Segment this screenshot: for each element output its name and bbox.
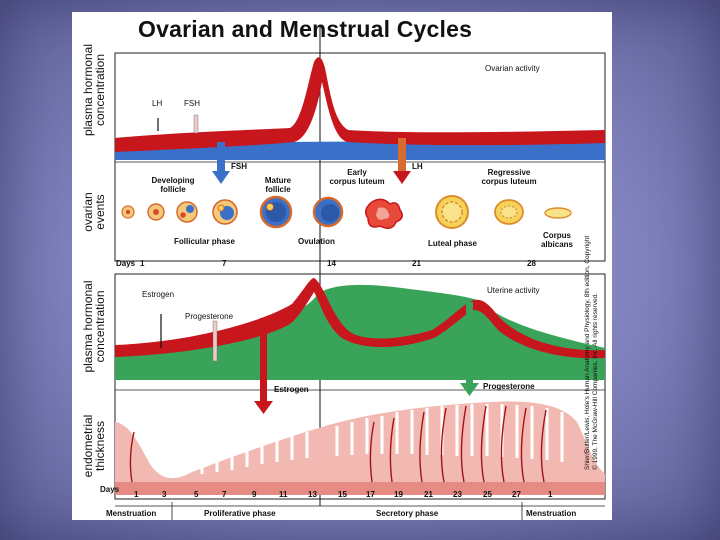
cycle-figure: Ovarian and Menstrual Cycles plasma horm… <box>72 12 612 520</box>
lh-label: LH <box>152 99 163 108</box>
progesterone-marker <box>212 320 218 362</box>
days-top-tick: 21 <box>412 259 421 268</box>
lh-arrow-shaft <box>398 138 406 172</box>
follicle-stage-3 <box>176 201 198 223</box>
days-top-tick: 1 <box>140 259 145 268</box>
day-tick: 23 <box>453 490 462 499</box>
estrogen-curve <box>115 278 605 359</box>
side-label-plasma-1: plasma hormonal concentration <box>81 20 107 160</box>
corpus-albicans-label: Corpus albicans <box>530 231 584 249</box>
day-tick: 27 <box>512 490 521 499</box>
uterine-activity-label: Uterine activity <box>487 286 540 295</box>
mature-follicle <box>259 195 293 229</box>
ovarian-activity-label: Ovarian activity <box>485 64 540 73</box>
uterine-green-band <box>115 350 605 380</box>
mature-follicle-line2: follicle <box>265 185 291 194</box>
developing-follicle-label: Developing follicle <box>138 176 208 194</box>
lh-arrow-label: LH <box>412 162 423 171</box>
endometrial-vessels <box>129 405 547 483</box>
copyright-line1: Shier/Butler/Lewis, Hole's Human Anatomy… <box>584 235 591 470</box>
day-tick: 21 <box>424 490 433 499</box>
progesterone-label: Progesterone <box>185 312 234 321</box>
corpus-luteum <box>435 195 469 229</box>
side-label-ovarian-line2: events <box>93 194 107 230</box>
lower-frame <box>114 273 606 500</box>
follicular-phase-label: Follicular phase <box>174 237 235 246</box>
day-tick: 15 <box>338 490 347 499</box>
follicle-stage-1 <box>121 205 135 219</box>
side-label-ovarian-events: ovarian events <box>81 172 107 252</box>
regressive-corpus-luteum <box>494 199 524 225</box>
figure-graphics <box>114 26 606 520</box>
days-top-tick: 28 <box>527 259 536 268</box>
secretory-phase-label: Secretory phase <box>376 509 439 518</box>
regressive-corpus-luteum-label: Regressive corpus luteum <box>464 168 554 186</box>
days-top-tick: 14 <box>327 259 336 268</box>
side-label-plasma-2: plasma hormonal concentration <box>81 269 107 384</box>
mature-follicle-label: Mature follicle <box>250 176 306 194</box>
lh-arrow-head <box>393 171 411 184</box>
progesterone-arrow-label: Progesterone <box>483 382 535 391</box>
estrogen-arrow-shaft <box>260 318 267 402</box>
regressive-corpus-luteum-line2: corpus luteum <box>481 177 537 186</box>
fsh-label: FSH <box>184 99 200 108</box>
fsh-marker <box>193 114 199 134</box>
days-top-tick: 7 <box>222 259 227 268</box>
side-label-endometrial-line2: thickness <box>93 420 107 472</box>
fsh-arrow-shaft <box>217 142 225 172</box>
figure-title: Ovarian and Menstrual Cycles <box>138 16 473 42</box>
day-tick: 3 <box>162 490 167 499</box>
regressive-corpus-luteum-line1: Regressive <box>487 168 531 177</box>
day-tick: 11 <box>279 490 288 499</box>
day-tick: 17 <box>366 490 375 499</box>
follicle-stage-2 <box>147 203 165 221</box>
day-tick: 19 <box>394 490 403 499</box>
corpus-albicans-line2: albicans <box>540 240 573 249</box>
ovarian-red-curve <box>115 57 605 153</box>
day-tick: 13 <box>308 490 317 499</box>
menstruation-phase-label-2: Menstruation <box>526 509 577 518</box>
side-label-endometrial: endometrial thickness <box>81 392 107 500</box>
estrogen-arrow-label: Estrogen <box>274 385 309 394</box>
day-tick: 5 <box>194 490 199 499</box>
side-label-plasma-2-line2: concentration <box>93 290 107 363</box>
progesterone-arrow-shaft <box>466 302 473 384</box>
developing-follicle-line1: Developing <box>151 176 195 185</box>
day-tick: 7 <box>222 490 227 499</box>
estrogen-arrow-head <box>254 401 273 414</box>
early-corpus-luteum-core <box>376 207 390 220</box>
day-tick: 25 <box>483 490 492 499</box>
copyright-credit: Shier/Butler/Lewis, Hole's Human Anatomy… <box>584 236 600 470</box>
progesterone-arrow-head <box>460 383 479 396</box>
day-tick: 1 <box>548 490 553 499</box>
mature-follicle-line1: Mature <box>264 176 292 185</box>
early-corpus-luteum-line1: Early <box>347 168 367 177</box>
corpus-albicans-shape <box>544 207 572 219</box>
early-corpus-luteum-label: Early corpus luteum <box>320 168 394 186</box>
copyright-line2: © 1999, The McGraw-Hill Companies, Inc. … <box>592 293 599 470</box>
early-corpus-luteum-line2: corpus luteum <box>329 177 385 186</box>
ovulation-label: Ovulation <box>298 237 335 246</box>
luteal-phase-label: Luteal phase <box>428 239 477 248</box>
endometrium-basal-layer <box>115 482 605 495</box>
menstruation-phase-label: Menstruation <box>106 509 157 518</box>
corpus-albicans-line1: Corpus <box>543 231 571 240</box>
days-top-label: Days <box>116 259 136 268</box>
side-label-plasma-1-line2: concentration <box>93 53 107 127</box>
developing-follicle-line2: follicle <box>160 185 186 194</box>
day-tick: 9 <box>252 490 257 499</box>
estrogen-label: Estrogen <box>142 290 175 299</box>
proliferative-phase-label: Proliferative phase <box>204 509 276 518</box>
days-bottom-label: Days <box>100 485 120 494</box>
ovulating-follicle <box>312 196 344 228</box>
fsh-arrow-label: FSH <box>231 162 247 171</box>
day-tick: 1 <box>134 490 139 499</box>
fsh-arrow-head <box>212 171 230 184</box>
follicle-stage-4 <box>212 199 238 225</box>
